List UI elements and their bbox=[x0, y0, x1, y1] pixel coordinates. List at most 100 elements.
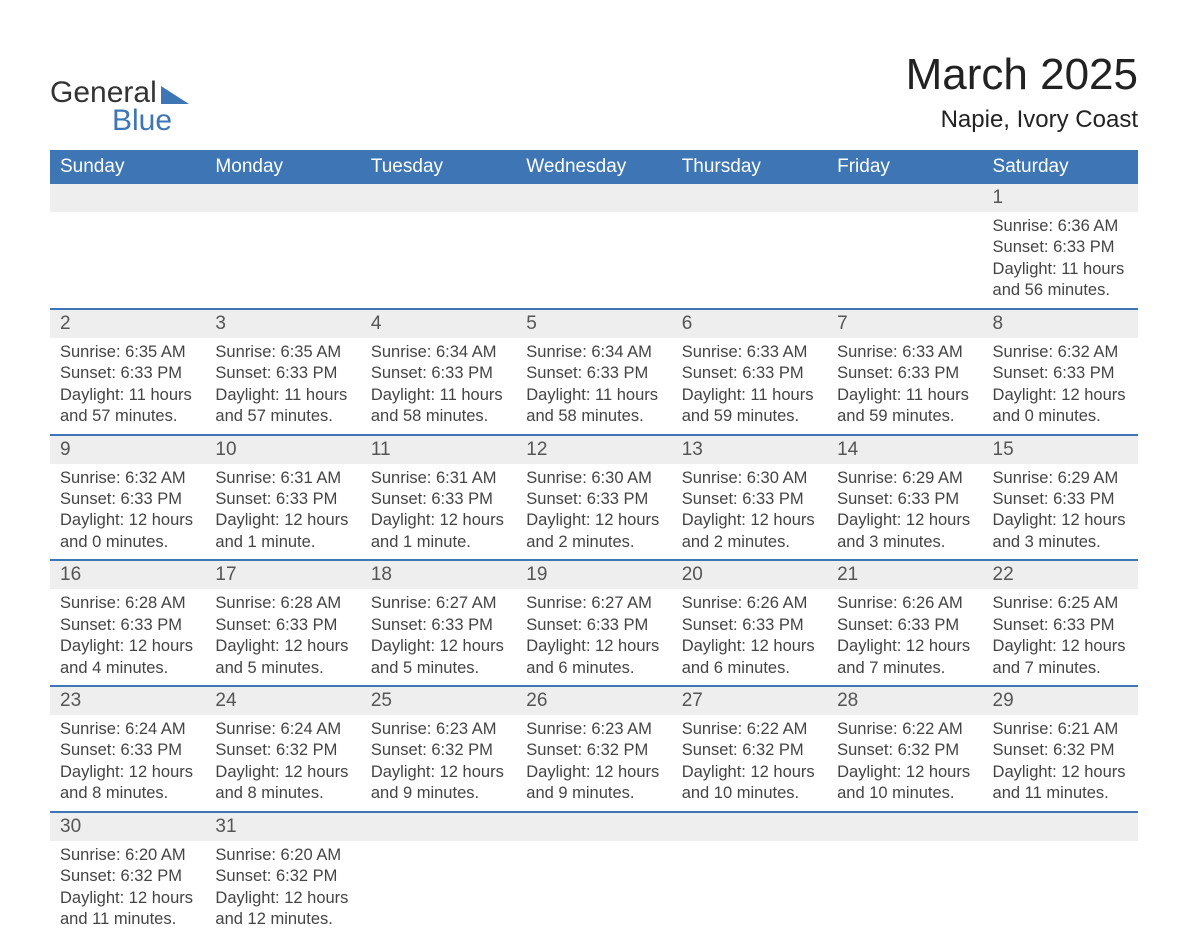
calendar-cell: 6Sunrise: 6:33 AMSunset: 6:33 PMDaylight… bbox=[672, 309, 827, 435]
day-number bbox=[827, 813, 982, 841]
sunset-line: Sunset: 6:33 PM bbox=[993, 237, 1128, 258]
daylight-line: Daylight: 11 hours and 57 minutes. bbox=[215, 385, 350, 428]
day-number bbox=[983, 813, 1138, 841]
sunrise-line: Sunrise: 6:33 AM bbox=[682, 342, 817, 363]
sunrise-line: Sunrise: 6:24 AM bbox=[215, 719, 350, 740]
sunset-line: Sunset: 6:33 PM bbox=[526, 489, 661, 510]
sunset-line: Sunset: 6:33 PM bbox=[60, 615, 195, 636]
sunrise-line: Sunrise: 6:26 AM bbox=[682, 593, 817, 614]
sunrise-line: Sunrise: 6:27 AM bbox=[371, 593, 506, 614]
day-number: 22 bbox=[983, 561, 1138, 589]
day-body: Sunrise: 6:28 AMSunset: 6:33 PMDaylight:… bbox=[50, 589, 205, 685]
day-body: Sunrise: 6:34 AMSunset: 6:33 PMDaylight:… bbox=[361, 338, 516, 434]
day-number: 6 bbox=[672, 310, 827, 338]
day-number: 8 bbox=[983, 310, 1138, 338]
day-header: Thursday bbox=[672, 150, 827, 184]
daylight-line: Daylight: 12 hours and 6 minutes. bbox=[682, 636, 817, 679]
sunrise-line: Sunrise: 6:28 AM bbox=[215, 593, 350, 614]
day-number: 20 bbox=[672, 561, 827, 589]
day-number: 12 bbox=[516, 436, 671, 464]
header-row: General Blue March 2025 Napie, Ivory Coa… bbox=[50, 50, 1138, 138]
sunset-line: Sunset: 6:33 PM bbox=[526, 615, 661, 636]
day-body bbox=[361, 841, 516, 861]
day-body: Sunrise: 6:31 AMSunset: 6:33 PMDaylight:… bbox=[361, 464, 516, 560]
sunset-line: Sunset: 6:33 PM bbox=[371, 615, 506, 636]
day-number: 7 bbox=[827, 310, 982, 338]
calendar-cell: 27Sunrise: 6:22 AMSunset: 6:32 PMDayligh… bbox=[672, 686, 827, 812]
sunset-line: Sunset: 6:33 PM bbox=[993, 489, 1128, 510]
sunrise-line: Sunrise: 6:27 AM bbox=[526, 593, 661, 614]
daylight-line: Daylight: 12 hours and 10 minutes. bbox=[837, 762, 972, 805]
sunrise-line: Sunrise: 6:34 AM bbox=[526, 342, 661, 363]
day-number: 15 bbox=[983, 436, 1138, 464]
sunrise-line: Sunrise: 6:20 AM bbox=[215, 845, 350, 866]
daylight-line: Daylight: 12 hours and 10 minutes. bbox=[682, 762, 817, 805]
calendar-cell: 28Sunrise: 6:22 AMSunset: 6:32 PMDayligh… bbox=[827, 686, 982, 812]
sunrise-line: Sunrise: 6:30 AM bbox=[526, 468, 661, 489]
calendar-cell: 17Sunrise: 6:28 AMSunset: 6:33 PMDayligh… bbox=[205, 560, 360, 686]
daylight-line: Daylight: 12 hours and 6 minutes. bbox=[526, 636, 661, 679]
calendar-cell: 9Sunrise: 6:32 AMSunset: 6:33 PMDaylight… bbox=[50, 435, 205, 561]
sunset-line: Sunset: 6:33 PM bbox=[682, 615, 817, 636]
sunrise-line: Sunrise: 6:35 AM bbox=[60, 342, 195, 363]
calendar-week: 1Sunrise: 6:36 AMSunset: 6:33 PMDaylight… bbox=[50, 184, 1138, 309]
day-number bbox=[361, 813, 516, 841]
calendar-cell: 8Sunrise: 6:32 AMSunset: 6:33 PMDaylight… bbox=[983, 309, 1138, 435]
day-number bbox=[50, 184, 205, 212]
sunrise-line: Sunrise: 6:23 AM bbox=[526, 719, 661, 740]
day-number bbox=[672, 813, 827, 841]
sunset-line: Sunset: 6:33 PM bbox=[837, 363, 972, 384]
calendar-cell: 7Sunrise: 6:33 AMSunset: 6:33 PMDaylight… bbox=[827, 309, 982, 435]
sunset-line: Sunset: 6:33 PM bbox=[371, 489, 506, 510]
calendar-cell bbox=[672, 184, 827, 309]
sunset-line: Sunset: 6:32 PM bbox=[993, 740, 1128, 761]
day-number: 31 bbox=[205, 813, 360, 841]
day-body bbox=[516, 841, 671, 861]
day-number bbox=[672, 184, 827, 212]
calendar-cell bbox=[516, 184, 671, 309]
calendar-cell bbox=[50, 184, 205, 309]
day-header: Monday bbox=[205, 150, 360, 184]
day-body bbox=[827, 841, 982, 861]
calendar-cell: 26Sunrise: 6:23 AMSunset: 6:32 PMDayligh… bbox=[516, 686, 671, 812]
day-body: Sunrise: 6:32 AMSunset: 6:33 PMDaylight:… bbox=[983, 338, 1138, 434]
day-number bbox=[516, 813, 671, 841]
day-body: Sunrise: 6:24 AMSunset: 6:33 PMDaylight:… bbox=[50, 715, 205, 811]
day-body: Sunrise: 6:27 AMSunset: 6:33 PMDaylight:… bbox=[361, 589, 516, 685]
day-body: Sunrise: 6:33 AMSunset: 6:33 PMDaylight:… bbox=[672, 338, 827, 434]
day-body: Sunrise: 6:20 AMSunset: 6:32 PMDaylight:… bbox=[205, 841, 360, 937]
calendar-week: 16Sunrise: 6:28 AMSunset: 6:33 PMDayligh… bbox=[50, 560, 1138, 686]
calendar-cell: 2Sunrise: 6:35 AMSunset: 6:33 PMDaylight… bbox=[50, 309, 205, 435]
day-number: 11 bbox=[361, 436, 516, 464]
calendar-cell: 21Sunrise: 6:26 AMSunset: 6:33 PMDayligh… bbox=[827, 560, 982, 686]
sunset-line: Sunset: 6:32 PM bbox=[682, 740, 817, 761]
day-header: Tuesday bbox=[361, 150, 516, 184]
daylight-line: Daylight: 12 hours and 12 minutes. bbox=[215, 888, 350, 931]
day-body: Sunrise: 6:23 AMSunset: 6:32 PMDaylight:… bbox=[516, 715, 671, 811]
daylight-line: Daylight: 11 hours and 57 minutes. bbox=[60, 385, 195, 428]
day-header: Friday bbox=[827, 150, 982, 184]
calendar-cell bbox=[205, 184, 360, 309]
calendar-cell: 14Sunrise: 6:29 AMSunset: 6:33 PMDayligh… bbox=[827, 435, 982, 561]
daylight-line: Daylight: 12 hours and 5 minutes. bbox=[215, 636, 350, 679]
daylight-line: Daylight: 12 hours and 2 minutes. bbox=[526, 510, 661, 553]
sunrise-line: Sunrise: 6:22 AM bbox=[837, 719, 972, 740]
daylight-line: Daylight: 11 hours and 59 minutes. bbox=[682, 385, 817, 428]
calendar-week: 23Sunrise: 6:24 AMSunset: 6:33 PMDayligh… bbox=[50, 686, 1138, 812]
day-number bbox=[516, 184, 671, 212]
day-number: 27 bbox=[672, 687, 827, 715]
sunrise-line: Sunrise: 6:29 AM bbox=[993, 468, 1128, 489]
day-body: Sunrise: 6:30 AMSunset: 6:33 PMDaylight:… bbox=[516, 464, 671, 560]
daylight-line: Daylight: 12 hours and 7 minutes. bbox=[837, 636, 972, 679]
sunset-line: Sunset: 6:33 PM bbox=[60, 489, 195, 510]
day-body: Sunrise: 6:21 AMSunset: 6:32 PMDaylight:… bbox=[983, 715, 1138, 811]
sunset-line: Sunset: 6:33 PM bbox=[526, 363, 661, 384]
sunrise-line: Sunrise: 6:31 AM bbox=[371, 468, 506, 489]
sunrise-line: Sunrise: 6:26 AM bbox=[837, 593, 972, 614]
daylight-line: Daylight: 12 hours and 0 minutes. bbox=[60, 510, 195, 553]
day-number: 30 bbox=[50, 813, 205, 841]
sunset-line: Sunset: 6:33 PM bbox=[215, 363, 350, 384]
calendar-cell: 15Sunrise: 6:29 AMSunset: 6:33 PMDayligh… bbox=[983, 435, 1138, 561]
daylight-line: Daylight: 12 hours and 3 minutes. bbox=[837, 510, 972, 553]
day-number: 9 bbox=[50, 436, 205, 464]
